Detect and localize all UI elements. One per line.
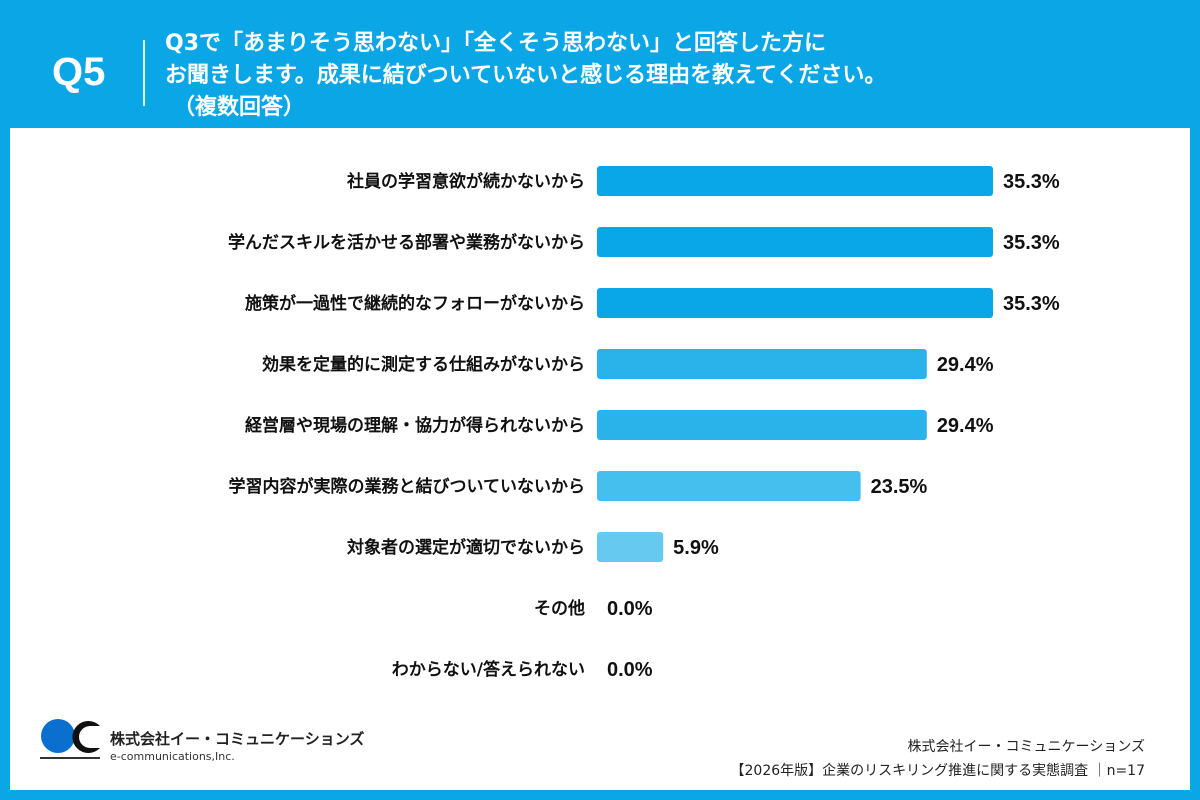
logo-company-name: 株式会社イー・コミュニケーションズ [110,730,365,748]
category-label: その他 [534,598,585,619]
question-number: Q5 [52,50,106,94]
category-label: 効果を定量的に測定する仕組みがないから [262,354,585,375]
value-label: 0.0% [607,659,653,681]
question-text: Q3で「あまりそう思わない」「全くそう思わない」と回答した方に お聞きします。成… [165,28,886,124]
value-label: 35.3% [1003,293,1060,315]
header-divider [143,40,145,106]
value-label: 5.9% [673,537,719,559]
category-label: 社員の学習意欲が続かないから [346,171,585,192]
value-label: 0.0% [607,598,653,620]
bar [597,532,664,562]
category-label: 施策が一過性で継続的なフォローがないから [245,293,585,314]
bar [597,471,861,501]
value-label: 23.5% [871,476,928,498]
question-line: Q3で「あまりそう思わない」「全くそう思わない」と回答した方に [165,31,827,56]
category-label: 学習内容が実際の業務と結びついていないから [229,476,586,497]
bar [597,349,927,379]
value-label: 29.4% [937,415,994,437]
value-label: 29.4% [937,354,994,376]
chart-panel: 社員の学習意欲が続かないから 35.3% 学んだスキルを活かせる部署や業務がないから… [10,128,1190,790]
source-company: 株式会社イー・コミュニケーションズ [907,739,1145,755]
company-logo-icon [40,719,100,759]
value-label: 35.3% [1003,232,1060,254]
category-label: 学んだスキルを活かせる部署や業務がないから [228,232,585,253]
bar-chart: 社員の学習意欲が続かないから 35.3% 学んだスキルを活かせる部署や業務がないから… [228,166,1060,681]
category-label: 対象者の選定が適切でないから [346,537,585,558]
bar [597,288,993,318]
logo-company-name-en: e-communications,Inc. [110,750,235,763]
bar [597,166,993,196]
bar [597,410,927,440]
source-survey: 【2026年版】企業のリスキリング推進に関する実態調査 ｜n=17 [730,763,1146,779]
question-line: （複数回答） [173,95,306,120]
question-line: お聞きします。成果に結びついていないと感じる理由を教えてください。 [165,63,887,88]
category-label: 経営層や現場の理解・協力が得られないから [245,415,585,436]
category-label: わからない/答えられない [392,659,585,680]
bar [597,227,993,257]
value-label: 35.3% [1003,171,1060,193]
